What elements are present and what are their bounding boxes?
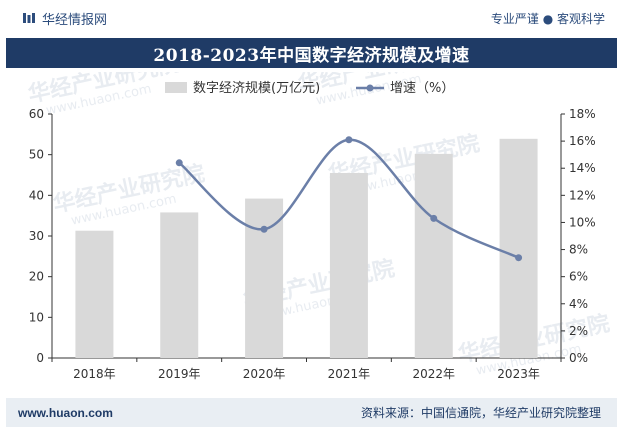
bar-2019年[interactable] <box>160 212 199 358</box>
y-tick-label-left: 0 <box>36 351 44 365</box>
bar-2023年[interactable] <box>499 138 538 358</box>
growth-point-2022年[interactable] <box>430 214 438 222</box>
y-tick-label-left: 20 <box>29 270 44 284</box>
line-series <box>175 136 523 262</box>
chart-title: 2018-2023年中国数字经济规模及增速 <box>153 45 470 66</box>
y-tick-label-left: 30 <box>29 229 44 243</box>
combo-chart: 华经产业研究院www.huaon.com华经产业研究院www.huaon.com… <box>26 72 612 381</box>
y-tick-label-right: 8% <box>569 243 588 257</box>
data-source: 资料来源：中国信通院，华经产业研究院整理 <box>360 406 601 420</box>
axis-labels: 0 10 20 30 40 50 60 0% 2% 4% 6% 8% 10% 12% 14% 16% 18% 20… <box>29 107 596 381</box>
legend-bar-label[interactable]: 数字经济规模(万亿元) <box>193 81 320 96</box>
footer-bar: www.huaon.com 资料来源：中国信通院，华经产业研究院整理 <box>6 398 617 427</box>
brand-logo-icon <box>23 13 35 23</box>
x-tick-label: 2022年 <box>412 367 455 381</box>
x-tick-label: 2021年 <box>328 367 371 381</box>
title-bar: 2018-2023年中国数字经济规模及增速 <box>6 38 617 68</box>
y-tick-label-right: 18% <box>569 107 596 121</box>
x-tick-label: 2023年 <box>497 367 540 381</box>
y-tick-label-right: 12% <box>569 188 596 202</box>
chart-axes <box>48 113 565 362</box>
y-tick-label-left: 50 <box>29 148 44 162</box>
header-bar: 华经情报网 专业严谨 ● 客观科学 <box>0 0 623 36</box>
legend-line-marker <box>366 84 374 92</box>
brand[interactable]: 华经情报网 <box>22 9 107 28</box>
y-tick-label-left: 10 <box>29 310 44 324</box>
legend-line-label[interactable]: 增速（%） <box>390 81 454 96</box>
x-tick-label: 2020年 <box>243 367 286 381</box>
y-tick-label-right: 6% <box>569 270 588 284</box>
growth-point-2020年[interactable] <box>260 225 268 233</box>
y-tick-label-right: 2% <box>569 324 588 338</box>
bar-series <box>75 138 538 358</box>
x-tick-label: 2018年 <box>73 367 116 381</box>
legend: 数字经济规模(万亿元) 增速（%） <box>165 81 454 96</box>
legend-bar-swatch <box>165 82 187 93</box>
website-link[interactable]: www.huaon.com <box>18 405 113 420</box>
y-tick-label-right: 16% <box>569 134 596 148</box>
bar-2020年[interactable] <box>245 198 284 358</box>
y-tick-label-left: 60 <box>29 107 44 121</box>
growth-point-2023年[interactable] <box>515 254 523 262</box>
y-tick-label-right: 0% <box>569 351 588 365</box>
y-tick-label-right: 14% <box>569 161 596 175</box>
y-tick-label-right: 10% <box>569 215 596 229</box>
bar-2022年[interactable] <box>414 153 453 358</box>
x-tick-label: 2019年 <box>158 367 201 381</box>
bar-2018年[interactable] <box>75 230 114 358</box>
growth-point-2019年[interactable] <box>175 159 183 167</box>
brand-name: 华经情报网 <box>42 12 108 28</box>
tagline: 专业严谨 ● 客观科学 <box>490 11 605 26</box>
growth-point-2021年[interactable] <box>345 136 353 144</box>
bar-2021年[interactable] <box>329 172 368 358</box>
y-tick-label-right: 4% <box>569 297 588 311</box>
y-tick-label-left: 40 <box>29 188 44 202</box>
